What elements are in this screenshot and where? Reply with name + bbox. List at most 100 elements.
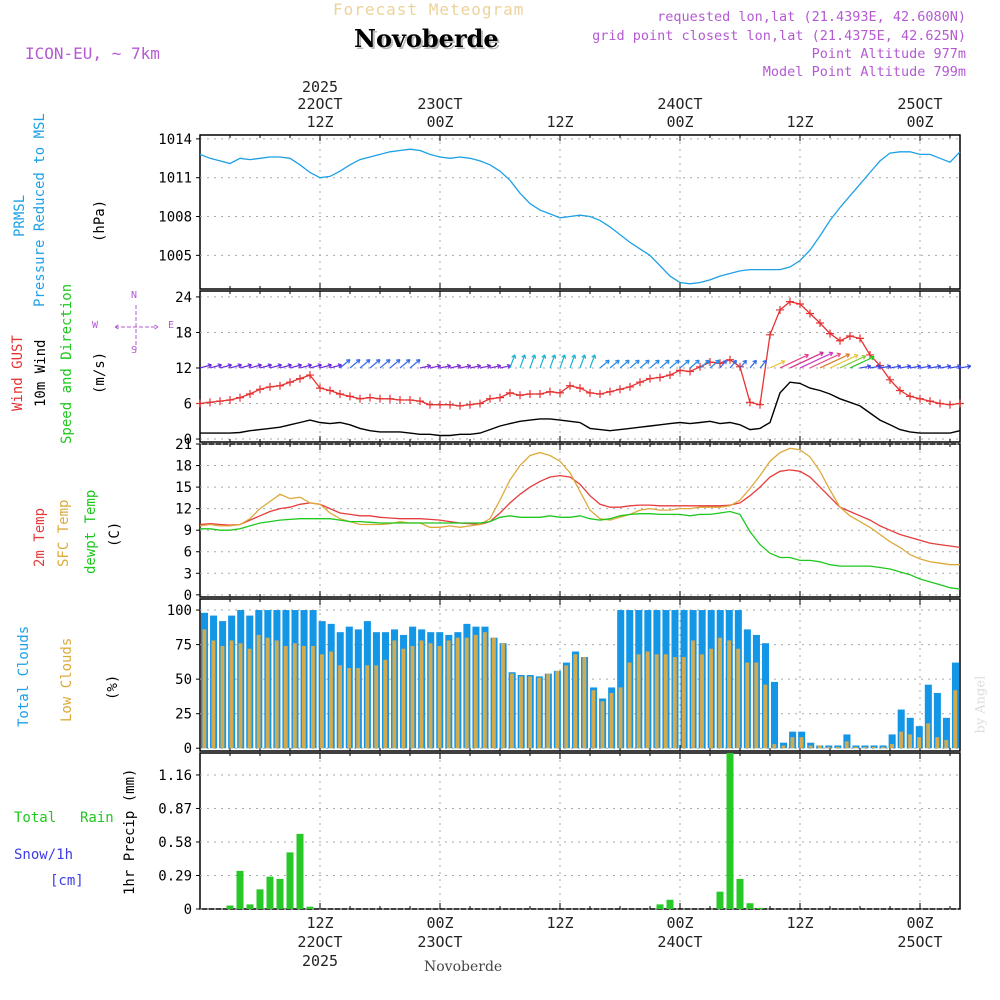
gust-marker xyxy=(936,399,944,408)
gust-marker xyxy=(546,387,554,396)
low-clouds-bar xyxy=(899,731,903,749)
gust-marker xyxy=(266,382,274,391)
page-title: Novoberde xyxy=(354,24,499,53)
wind-arrow xyxy=(339,359,351,369)
gust-marker xyxy=(386,394,394,403)
gust-marker xyxy=(636,378,644,387)
wind-arrow xyxy=(639,359,650,369)
wind-arrow xyxy=(349,359,361,369)
low-clouds-bar xyxy=(301,645,306,749)
low-clouds-bar xyxy=(464,637,469,749)
low-clouds-bar xyxy=(247,648,252,749)
gust-marker xyxy=(726,355,734,364)
low-clouds-bar xyxy=(274,640,279,749)
ytick-label-wind: 6 xyxy=(184,397,192,413)
ytick-label-clouds: 25 xyxy=(175,707,192,723)
low-clouds-bar xyxy=(953,690,958,749)
ytick-label-pressure: 1005 xyxy=(158,248,192,264)
low-clouds-bar xyxy=(265,637,270,749)
wind-arrow xyxy=(899,364,912,370)
snow-unit: [cm] xyxy=(50,873,84,889)
wind-arrow xyxy=(589,354,597,369)
total-clouds-bar xyxy=(771,681,779,749)
total-clouds-bar xyxy=(834,745,842,749)
low-clouds-bar xyxy=(790,737,795,749)
total-clouds-bar xyxy=(942,717,950,749)
wind-arrow xyxy=(859,364,872,370)
top-date-label: 24OCT xyxy=(657,95,702,113)
low-clouds-bar xyxy=(672,657,677,749)
wind-arrow xyxy=(749,359,758,369)
wind-arrow xyxy=(799,351,834,369)
gust-marker xyxy=(226,395,234,404)
low-clouds-bar xyxy=(500,643,505,749)
low-clouds-bar xyxy=(374,665,379,749)
total-clouds-bar xyxy=(897,709,905,749)
gust-marker xyxy=(556,388,564,397)
total-clouds-bar xyxy=(617,610,625,749)
wind-arrow xyxy=(889,364,902,370)
panel-frame-temperature xyxy=(199,443,961,598)
wind-arrow xyxy=(359,359,371,369)
low-clouds-bar xyxy=(817,745,822,749)
gust-marker xyxy=(416,397,424,406)
bottom-date-label: 25OCT xyxy=(897,933,942,951)
wind-arrow xyxy=(539,354,547,369)
low-clouds-bar xyxy=(890,744,894,749)
gust-marker xyxy=(956,399,964,408)
precip-bar xyxy=(286,852,294,909)
low-clouds-bar xyxy=(202,629,207,749)
ytick-label-temperature: 12 xyxy=(175,502,192,518)
wind-arrow xyxy=(769,360,786,369)
gust-marker xyxy=(626,382,634,391)
ytick-label-wind: 12 xyxy=(175,361,192,377)
total-clouds-bar xyxy=(906,717,914,749)
low-clouds-bar xyxy=(700,654,704,749)
wind-arrow xyxy=(569,354,577,369)
wind-arrow xyxy=(869,364,882,370)
gust-marker xyxy=(586,388,594,397)
low-clouds-bar xyxy=(709,648,713,749)
low-clouds-bar xyxy=(437,645,442,749)
low-clouds-bar xyxy=(772,744,777,749)
gust-marker xyxy=(866,350,874,359)
ytick-label-clouds: 75 xyxy=(175,638,192,654)
low-clouds-bar xyxy=(880,746,885,749)
gust-marker xyxy=(836,336,844,345)
wind-arrow xyxy=(409,359,421,369)
low-clouds-bar xyxy=(482,632,487,749)
total-clouds-bar xyxy=(915,726,923,749)
low-clouds-bar xyxy=(537,677,542,749)
top-hour-label: 12Z xyxy=(546,113,573,131)
wind-arrow xyxy=(259,363,273,369)
gust-marker xyxy=(466,400,474,409)
wind-arrow xyxy=(239,363,253,369)
ytick-label-pressure: 1008 xyxy=(158,210,192,226)
gust-marker xyxy=(886,375,894,384)
gust-marker xyxy=(526,390,534,399)
compass-w: W xyxy=(92,320,99,331)
precip-bar xyxy=(236,870,244,909)
gust-marker xyxy=(476,399,484,408)
ytick-label-precip: 0 xyxy=(184,902,192,918)
bottom-date-label: 24OCT xyxy=(657,933,702,951)
precip-bar xyxy=(716,891,724,909)
low-clouds-bar xyxy=(555,670,560,749)
gust-marker xyxy=(576,384,584,393)
bottom-year-label: 2025 xyxy=(302,952,338,970)
gust-marker xyxy=(356,394,364,403)
gust-marker xyxy=(846,332,854,341)
gust-marker xyxy=(696,362,704,371)
gust-marker xyxy=(926,397,934,406)
low-clouds-bar xyxy=(365,665,370,749)
ytick-label-temperature: 0 xyxy=(184,588,192,604)
total-clouds-bar xyxy=(870,745,878,749)
bottom-hour-label: 12Z xyxy=(546,914,573,932)
wind-arrow xyxy=(489,363,502,369)
low-clouds-bar xyxy=(926,723,931,749)
total-clouds-bar xyxy=(879,745,887,749)
low-clouds-bar xyxy=(383,659,388,749)
gust-marker xyxy=(456,401,464,410)
total-label: Total xyxy=(14,810,57,826)
low-clouds-bar xyxy=(853,746,858,749)
